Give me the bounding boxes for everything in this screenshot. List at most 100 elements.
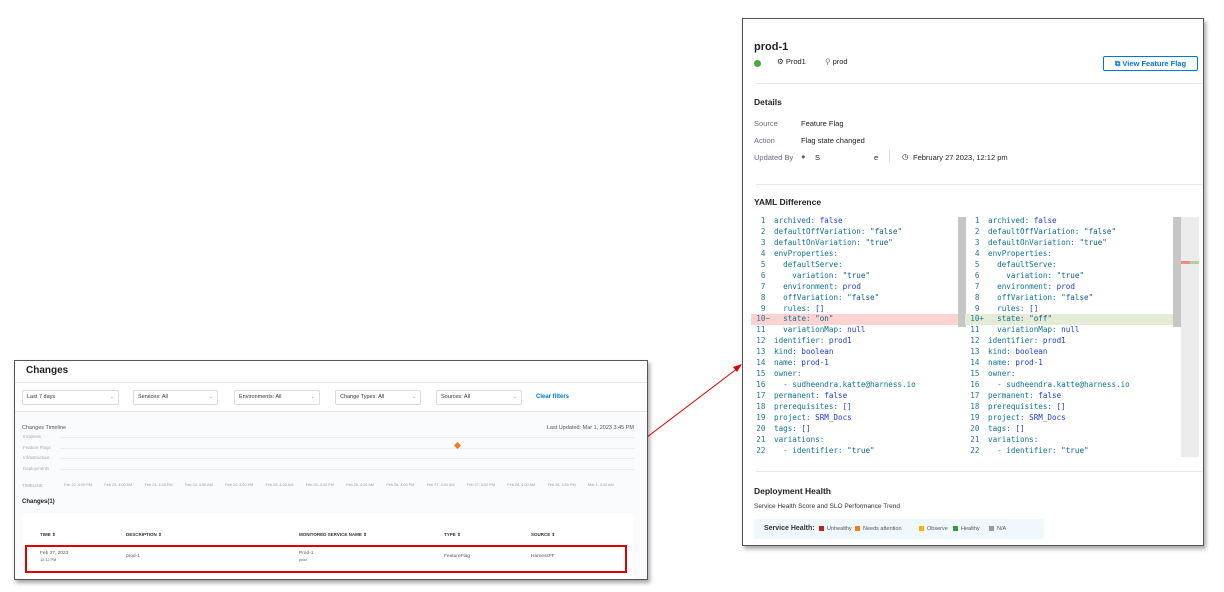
timeline-lane-label: Deployments bbox=[23, 465, 50, 471]
legend-item: Healthy bbox=[953, 526, 980, 532]
timeline-tick: Feb 28, 4:00 PM bbox=[547, 483, 576, 487]
diff-overview-ruler[interactable] bbox=[1181, 217, 1199, 457]
updated-by-label: Updated By bbox=[754, 153, 794, 162]
legend-item: N/A bbox=[989, 526, 1006, 532]
dropdown-value: Sources: All bbox=[441, 394, 471, 400]
environment-info: ⚲ prod bbox=[825, 57, 848, 66]
yaml-line: 20 tags: [] bbox=[756, 423, 811, 433]
time-range-dropdown[interactable]: Last 7 days ⌄ bbox=[22, 390, 119, 405]
dropdown-value: Environments: All bbox=[239, 394, 282, 400]
timeline-lane-label: Infrastructure bbox=[23, 455, 50, 460]
yaml-line: 21 variations: bbox=[756, 434, 825, 444]
legend-item: Observe bbox=[919, 526, 948, 532]
chevron-down-icon: ⌄ bbox=[109, 394, 114, 400]
yaml-line: 3 defaultOnVariation: "true" bbox=[760, 237, 893, 247]
chevron-down-icon: ⌄ bbox=[512, 394, 517, 400]
view-feature-flag-button[interactable]: ⧉ View Feature Flag bbox=[1103, 56, 1198, 71]
deployment-health-heading: Deployment Health bbox=[754, 486, 831, 496]
yaml-line: 5 defaultServe: bbox=[974, 259, 1057, 269]
timeline-title: Changes Timeline bbox=[22, 425, 67, 431]
yaml-line: 9 rules: [] bbox=[974, 303, 1039, 313]
yaml-line: 8 offVariation: "false" bbox=[760, 292, 880, 302]
row-description: prod-1 bbox=[126, 554, 140, 559]
yaml-line: 5 defaultServe: bbox=[760, 259, 843, 269]
changes-panel: Changes Last 7 days ⌄ Services: All ⌄ Envi… bbox=[14, 360, 648, 580]
yaml-line: 19 project: SRM_Docs bbox=[756, 412, 852, 422]
yaml-line: 7 environment: prod bbox=[760, 281, 861, 291]
yaml-line: 11 variationMap: null bbox=[756, 325, 866, 335]
yaml-line: 2 defaultOffVariation: "false" bbox=[974, 226, 1117, 236]
timeline-tick: Feb 28, 4:00 AM bbox=[507, 483, 536, 487]
row-service: Prod-1 bbox=[299, 551, 314, 556]
yaml-line: 13 kind: boolean bbox=[756, 347, 834, 357]
yaml-line: 4 envProperties: bbox=[974, 248, 1053, 258]
yaml-line: 6 variation: "true" bbox=[760, 270, 871, 280]
legend-swatch bbox=[919, 526, 924, 531]
scrollbar[interactable] bbox=[1173, 217, 1181, 327]
timeline-tick: Mar 1, 4:00 AM bbox=[587, 483, 614, 487]
timeline-tick: Feb 24, 4:00 PM bbox=[225, 483, 254, 487]
details-heading: Details bbox=[754, 97, 782, 107]
column-header-service[interactable]: MONITORED SERVICE NAME ⇕ bbox=[299, 532, 367, 537]
yaml-line: 20 tags: [] bbox=[970, 423, 1025, 433]
updated-by-end: e bbox=[874, 153, 879, 162]
timeline-lane-label: Incidents bbox=[23, 434, 42, 439]
legend-label: Service Health: bbox=[764, 525, 815, 532]
timeline-lane-line bbox=[60, 437, 635, 438]
legend-item-label: Observe bbox=[927, 526, 948, 532]
yaml-line: 2 defaultOffVariation: "false" bbox=[760, 226, 903, 236]
legend-item-label: Needs attention bbox=[863, 526, 902, 532]
divider bbox=[756, 83, 1202, 84]
source-label: Source bbox=[754, 119, 778, 128]
environments-dropdown[interactable]: Environments: All ⌄ bbox=[234, 390, 320, 405]
deployment-health-subtitle: Service Health Score and SLO Performance… bbox=[754, 503, 900, 510]
highlight-box bbox=[25, 545, 627, 573]
column-header-type[interactable]: TYPE ⇕ bbox=[444, 532, 461, 537]
column-header-time[interactable]: TIME ⇕ bbox=[40, 532, 56, 537]
dropdown-value: Last 7 days bbox=[27, 394, 56, 400]
timeline-tick: Feb 27, 4:00 AM bbox=[426, 483, 455, 487]
timeline-tick: Feb 26, 4:00 PM bbox=[386, 483, 415, 487]
yaml-line: 9 rules: [] bbox=[760, 303, 825, 313]
page-title: Changes bbox=[26, 365, 69, 376]
gear-icon: ⚙ bbox=[777, 57, 784, 66]
last-updated: Last Updated: Mar 1, 2023 3:45 PM bbox=[546, 425, 634, 431]
timeline-tick: Feb 25, 4:00 AM bbox=[265, 483, 294, 487]
external-link-icon: ⧉ bbox=[1114, 59, 1121, 68]
yaml-modified: 1 archived: false 2 defaultOffVariation: … bbox=[965, 216, 1174, 457]
yaml-line: 14 name: prod-1 bbox=[756, 358, 829, 368]
environment-icon: ⚲ bbox=[825, 57, 831, 66]
clock-icon: ◷ bbox=[902, 152, 909, 161]
yaml-line: 15 owner: bbox=[970, 369, 1016, 379]
yaml-line: 22 - identifier: "true" bbox=[970, 445, 1089, 455]
legend-swatch bbox=[989, 526, 994, 531]
yaml-line: 14 name: prod-1 bbox=[970, 358, 1043, 368]
row-source: HarnessFF bbox=[531, 554, 555, 559]
chevron-down-icon: ⌄ bbox=[208, 394, 213, 400]
yaml-line: 10+ state: "off" bbox=[965, 314, 1174, 326]
dropdown-value: Change Types: All bbox=[340, 394, 385, 400]
yaml-line: 15 owner: bbox=[756, 369, 802, 379]
change-types-dropdown[interactable]: Change Types: All ⌄ bbox=[335, 390, 421, 405]
column-header-source[interactable]: SOURCE ⇕ bbox=[531, 532, 556, 537]
legend-item-label: N/A bbox=[997, 526, 1007, 532]
timeline-tick: Feb 25, 4:00 PM bbox=[305, 483, 334, 487]
yaml-line: 12 identifier: prod1 bbox=[756, 336, 852, 346]
clear-filters-link[interactable]: Clear filters bbox=[536, 394, 570, 400]
action-value: Flag state changed bbox=[801, 136, 865, 145]
timeline-lane-label: Feature Flags bbox=[23, 444, 51, 450]
scrollbar[interactable] bbox=[958, 217, 966, 327]
yaml-line: 16 - sudheendra.katte@harness.io bbox=[756, 380, 916, 390]
sources-dropdown[interactable]: Sources: All ⌄ bbox=[436, 390, 522, 405]
legend-item-label: Healthy bbox=[961, 526, 980, 532]
row-type: FeatureFlag bbox=[444, 554, 470, 559]
dropdown-value: Services: All bbox=[138, 394, 168, 400]
timeline-lane-line bbox=[60, 468, 635, 470]
timeline-tick: Feb 23, 4:00 AM bbox=[104, 483, 133, 487]
source-value: Feature Flag bbox=[801, 119, 844, 128]
divider bbox=[889, 150, 890, 163]
services-dropdown[interactable]: Services: All ⌄ bbox=[133, 390, 218, 405]
row-time: 12:12 PM bbox=[40, 558, 57, 562]
column-header-description[interactable]: DESCRIPTION ⇕ bbox=[126, 532, 162, 537]
legend-item: Unhealthy bbox=[819, 526, 852, 532]
